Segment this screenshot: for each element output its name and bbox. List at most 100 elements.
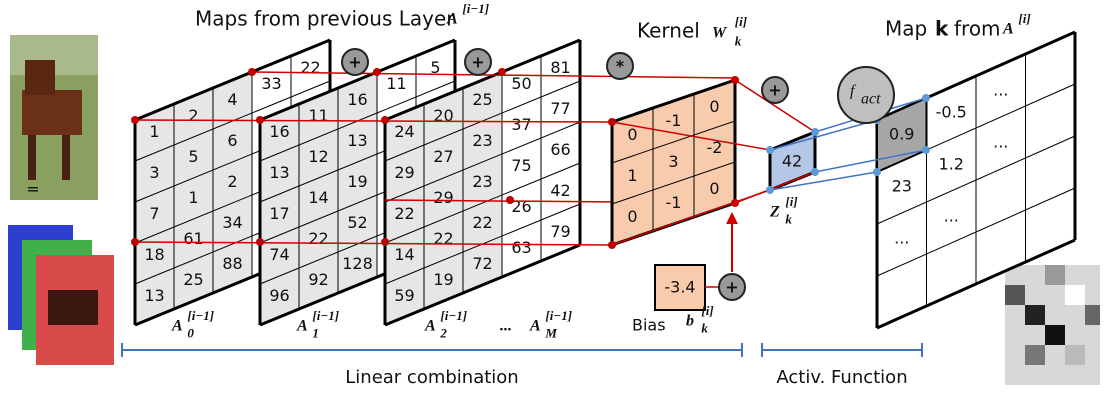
cell-value: 24 bbox=[394, 122, 414, 141]
cell-value: 16 bbox=[269, 122, 289, 141]
cell-value: 13 bbox=[347, 131, 367, 150]
math-sup: [i] bbox=[735, 14, 747, 29]
activation-dot bbox=[922, 146, 930, 154]
cell-value: 59 bbox=[394, 286, 414, 305]
activation-dot bbox=[811, 168, 819, 176]
activation-dot bbox=[873, 168, 881, 176]
cell-value: 0.9 bbox=[889, 125, 914, 144]
math-sup: [i−1] bbox=[545, 308, 572, 323]
connection-dot bbox=[373, 68, 381, 76]
cell-value: 50 bbox=[511, 74, 531, 93]
bias-text: Bias bbox=[632, 316, 666, 335]
math-base: A bbox=[529, 318, 541, 335]
cell-value: 19 bbox=[433, 270, 453, 289]
connection-dot bbox=[131, 116, 139, 124]
maps-title: Maps from previous Layer bbox=[195, 7, 455, 31]
cell-value: 34 bbox=[222, 213, 242, 232]
math-base: b bbox=[686, 313, 694, 330]
cell-value: ... bbox=[894, 229, 909, 248]
cell-value: 128 bbox=[342, 254, 373, 273]
activation-dot bbox=[766, 186, 774, 194]
activation-dot bbox=[922, 94, 930, 102]
cell-value: 3 bbox=[149, 163, 159, 182]
math-sup: [i−1] bbox=[312, 308, 339, 323]
output-title: from bbox=[954, 17, 1001, 41]
cell-value: -1 bbox=[666, 193, 682, 212]
operator: + bbox=[768, 81, 781, 100]
math-sub: k bbox=[701, 321, 708, 336]
math-sub: 1 bbox=[312, 326, 319, 341]
equals: = bbox=[26, 180, 39, 199]
math-sub: 0 bbox=[187, 326, 194, 341]
cell-value: 11 bbox=[386, 74, 406, 93]
cell-value: 7 bbox=[149, 204, 159, 223]
cell-value: 14 bbox=[308, 188, 328, 207]
cell-value: 2 bbox=[188, 106, 198, 125]
connection-dot bbox=[248, 68, 256, 76]
cell-value: 1 bbox=[627, 166, 637, 185]
cell-value: 0 bbox=[627, 207, 637, 226]
cell-value: 26 bbox=[511, 197, 531, 216]
math-sub: 2 bbox=[439, 326, 447, 341]
cell-value: -0.5 bbox=[936, 103, 967, 122]
cell-value: 77 bbox=[550, 99, 570, 118]
cell-value: -1 bbox=[666, 111, 682, 130]
math-sup: [i−1] bbox=[462, 1, 489, 16]
cell-value: 92 bbox=[308, 270, 328, 289]
footer-linear: Linear combination bbox=[345, 367, 518, 388]
cell-value: 79 bbox=[550, 222, 570, 241]
cell-value: ... bbox=[993, 133, 1008, 152]
cell-value: 22 bbox=[472, 213, 492, 232]
cell-value: 2 bbox=[227, 172, 237, 191]
math-sub: k bbox=[785, 212, 792, 227]
math-base: A bbox=[296, 318, 308, 335]
connection-dot bbox=[506, 196, 514, 204]
diagram: Maps from previous LayerA[i−1]KernelW[i]… bbox=[0, 0, 1108, 394]
output-title: Map bbox=[885, 17, 927, 41]
cell-value: 37 bbox=[511, 115, 531, 134]
cell-value: 0 bbox=[709, 97, 719, 116]
operator: + bbox=[725, 278, 738, 297]
bias-value: -3.4 bbox=[664, 278, 695, 297]
z-value: 42 bbox=[782, 152, 802, 171]
cell-value: ... bbox=[993, 81, 1008, 100]
connection-dot bbox=[256, 238, 264, 246]
connection-dot bbox=[381, 116, 389, 124]
math-sub: M bbox=[544, 326, 557, 341]
cell-value: 25 bbox=[183, 270, 203, 289]
cell-value: 1 bbox=[188, 188, 198, 207]
cell-value: 17 bbox=[269, 204, 289, 223]
cell-value: 23 bbox=[892, 177, 912, 196]
cell-value: 3 bbox=[668, 152, 678, 171]
kernel-title: Kernel bbox=[637, 19, 700, 43]
cell-value: 22 bbox=[300, 58, 320, 77]
activation-dot bbox=[811, 128, 819, 136]
math-base: W bbox=[712, 25, 728, 42]
cell-value: 75 bbox=[511, 156, 531, 175]
cell-value: 27 bbox=[433, 147, 453, 166]
cell-value: 23 bbox=[472, 172, 492, 191]
math-sup: [i] bbox=[1018, 11, 1030, 26]
math-sup: [i−1] bbox=[187, 308, 214, 323]
math-base: Z bbox=[769, 204, 780, 221]
brackets bbox=[122, 343, 922, 357]
connection-dot bbox=[381, 238, 389, 246]
math-base: A bbox=[424, 318, 436, 335]
cell-value: 18 bbox=[144, 245, 164, 264]
math-base: A bbox=[1002, 21, 1014, 38]
cell-value: 23 bbox=[472, 131, 492, 150]
cell-value: 74 bbox=[269, 245, 289, 264]
cell-value: 11 bbox=[308, 106, 328, 125]
connection-dot bbox=[256, 116, 264, 124]
cell-value: 1.2 bbox=[939, 155, 964, 174]
cell-value: 72 bbox=[472, 254, 492, 273]
cell-value: 16 bbox=[347, 90, 367, 109]
cell-value: 88 bbox=[222, 254, 242, 273]
cell-value: 22 bbox=[394, 204, 414, 223]
cell-value: 29 bbox=[433, 188, 453, 207]
cell-value: 22 bbox=[433, 229, 453, 248]
cell-value: 20 bbox=[433, 106, 453, 125]
cell-value: 12 bbox=[308, 147, 328, 166]
cell-value: 81 bbox=[550, 58, 570, 77]
math-base: A bbox=[446, 11, 458, 28]
